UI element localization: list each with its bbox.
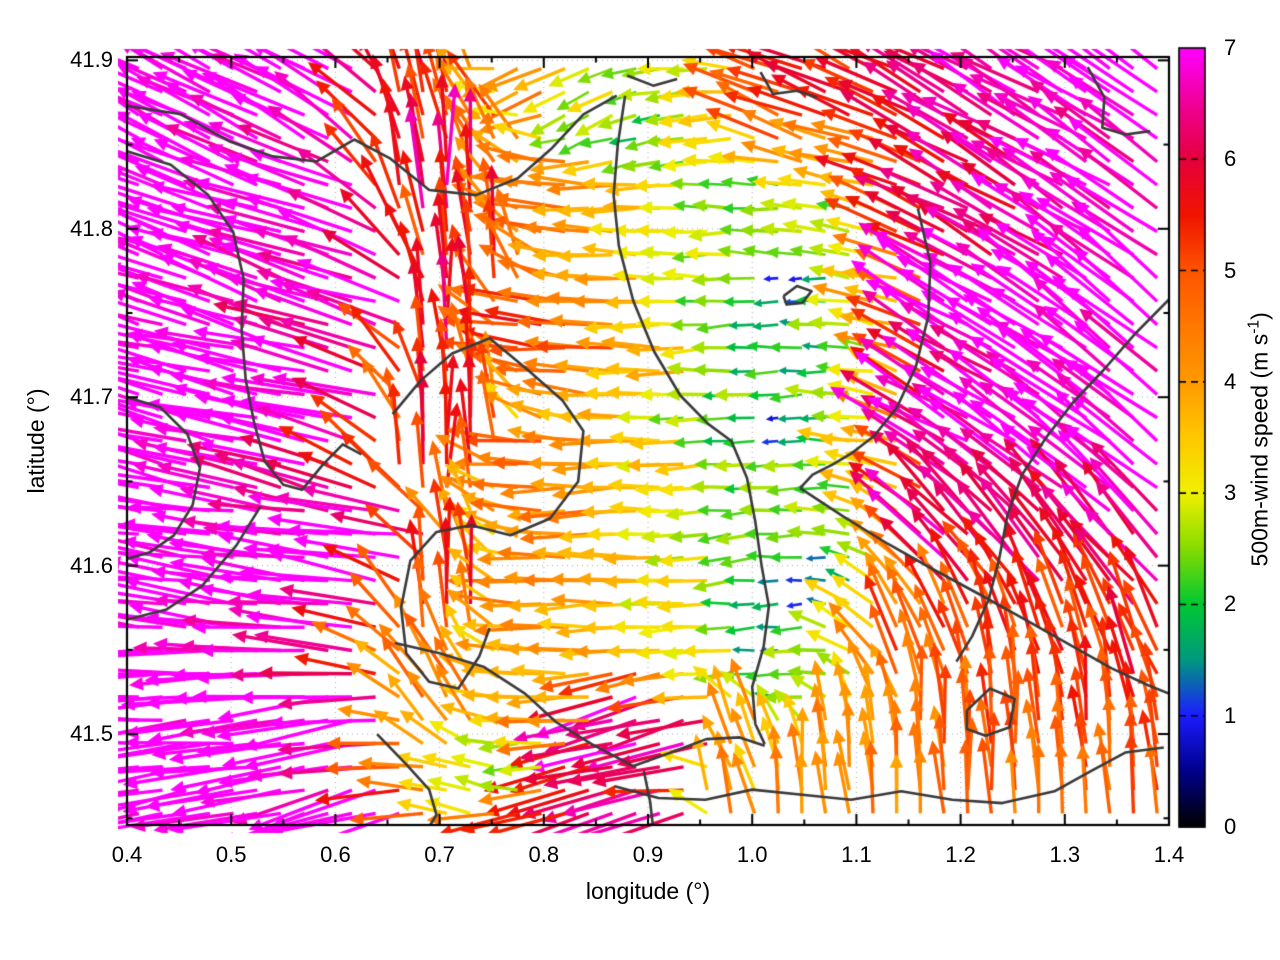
y-axis-label: latitude (°) [23,388,49,494]
colorbar-tick-label: 0 [1224,814,1237,839]
y-tick-label: 41.8 [70,215,113,241]
y-tick-label: 41.5 [70,721,113,747]
x-tick-label: 0.4 [111,842,143,867]
colorbar-label-end: ) [1246,312,1273,320]
x-tick-label: 0.7 [424,842,455,867]
colorbar-tick-label: 5 [1224,257,1237,283]
x-tick-label: 1.1 [841,842,872,867]
colorbar-tick-label: 1 [1224,702,1237,728]
y-tick-label: 41.6 [70,552,113,578]
x-tick-label: 1.0 [736,842,768,867]
colorbar-label: 500m-wind speed (m s-1) [1242,284,1273,594]
x-tick-label: 0.9 [632,842,664,867]
x-tick-label: 0.5 [215,842,247,867]
x-tick-label: 1.4 [1153,842,1185,867]
colorbar-tick-label: 2 [1224,591,1237,617]
y-tick-label: 41.7 [70,384,113,410]
colorbar-tick-label: 4 [1224,368,1237,394]
x-tick-label: 1.2 [945,842,976,867]
colorbar-tick-label: 6 [1224,146,1237,172]
x-tick-label: 1.3 [1049,842,1081,867]
y-tick-label: 41.9 [70,47,113,73]
colorbar-tick-label: 3 [1224,480,1237,506]
x-axis-label: longitude (°) [585,878,711,904]
colorbar-label-superscript: -1 [1245,319,1263,334]
x-tick-label: 0.6 [320,842,351,867]
x-tick-label: 0.8 [528,842,560,867]
colorbar-tick-label: 7 [1224,35,1237,60]
